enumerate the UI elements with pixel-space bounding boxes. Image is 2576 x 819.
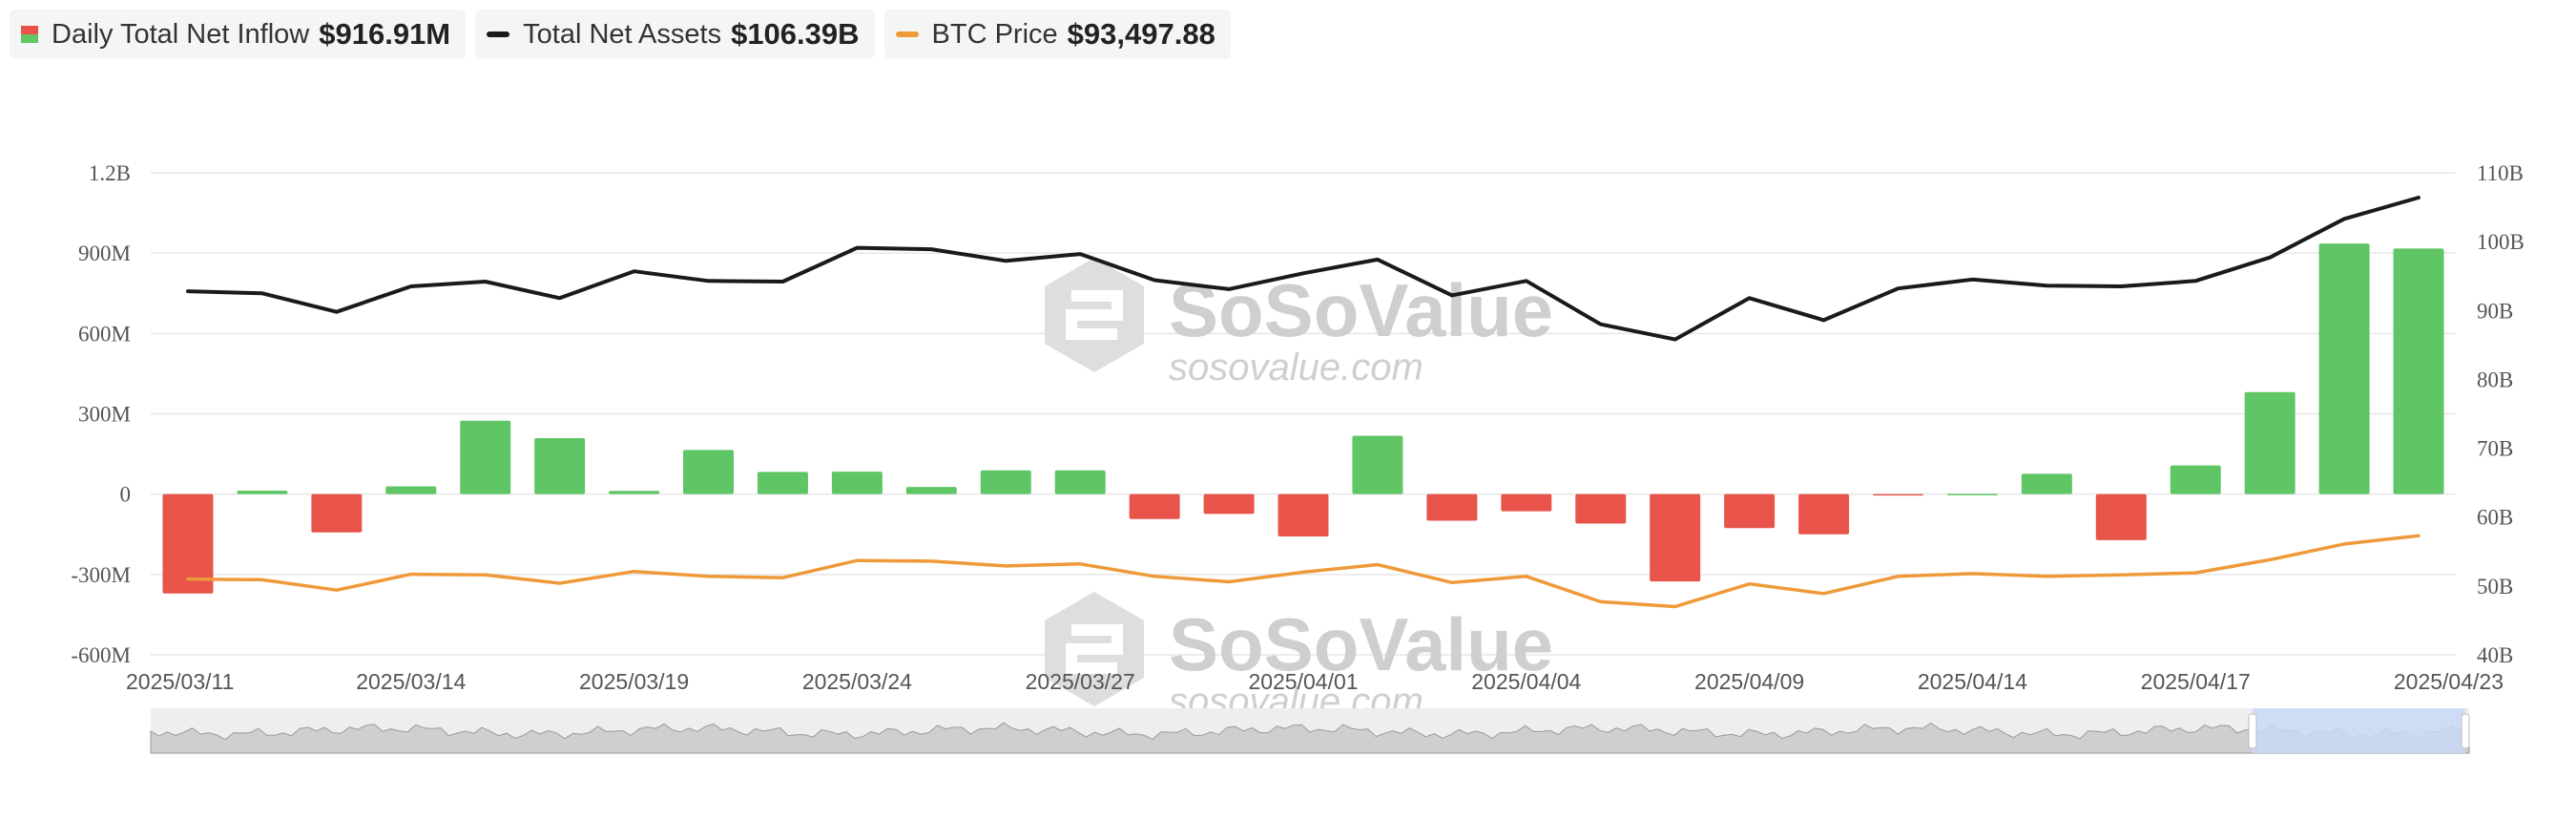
- inflow-bar: [1426, 494, 1478, 521]
- x-tick-label: 2025/04/14: [1918, 669, 2027, 694]
- left-tick-label: 1.2B: [89, 161, 131, 185]
- watermark-brand: SoSoValue: [1169, 602, 1553, 686]
- inflow-bar: [2393, 248, 2444, 494]
- axes: 1.2B 900M 600M 300M 0 -300M -600M 110B 100B 90B 80…: [71, 161, 2524, 694]
- navigator-selection: [2253, 708, 2465, 753]
- inflow-bar: [2244, 391, 2296, 494]
- right-tick-label: 80B: [2477, 368, 2513, 391]
- inflow-bar: [757, 472, 808, 494]
- navigator-handle-right: [2461, 713, 2470, 749]
- legend-item-inflow[interactable]: Daily Total Net Inflow $916.91M: [10, 10, 467, 59]
- legend-value-btc: $93,497.88: [1067, 17, 1215, 51]
- left-tick-label: -300M: [71, 563, 131, 587]
- legend-label-btc: BTC Price: [931, 18, 1058, 50]
- inflow-swatch-icon: [21, 26, 38, 43]
- inflow-bar: [1798, 494, 1850, 535]
- total-net-assets-line: [186, 196, 2420, 342]
- x-tick-label: 2025/04/17: [2141, 669, 2251, 694]
- left-tick-label: 600M: [78, 322, 131, 346]
- inflow-bar: [1352, 435, 1403, 494]
- x-tick-label: 2025/04/01: [1248, 669, 1358, 694]
- right-tick-label: 100B: [2477, 230, 2524, 254]
- inflow-bar: [1129, 494, 1180, 519]
- series-lines: [186, 196, 2420, 609]
- inflow-bar: [1575, 494, 1627, 524]
- range-navigator[interactable]: [150, 708, 2470, 754]
- inflow-bar: [609, 491, 660, 494]
- x-tick-label: 2025/04/09: [1694, 669, 1804, 694]
- inflow-bar: [385, 486, 437, 494]
- right-tick-label: 50B: [2477, 575, 2513, 598]
- inflow-bar: [2170, 465, 2221, 494]
- x-tick-label: 2025/03/14: [356, 669, 466, 694]
- left-tick-label: 300M: [78, 403, 131, 427]
- legend-item-btc[interactable]: BTC Price $93,497.88: [883, 10, 1231, 59]
- assets-line-swatch-icon: [487, 32, 510, 37]
- legend: Daily Total Net Inflow $916.91M Total Ne…: [10, 10, 1231, 59]
- inflow-bar: [2021, 473, 2072, 494]
- inflow-bar: [2095, 494, 2147, 540]
- legend-value-inflow: $916.91M: [319, 17, 451, 51]
- legend-value-assets: $106.39B: [731, 17, 860, 51]
- inflow-bar: [311, 494, 363, 533]
- inflow-bar: [683, 450, 735, 494]
- x-tick-label: 2025/03/27: [1026, 669, 1135, 694]
- inflow-bar: [1724, 494, 1776, 529]
- inflow-bar: [831, 472, 883, 494]
- inflow-bars: [162, 243, 2444, 594]
- watermark-url: sosovalue.com: [1169, 346, 1423, 388]
- x-tick-label: 2025/04/04: [1471, 669, 1581, 694]
- x-tick-label: 2025/03/24: [802, 669, 912, 694]
- watermark-logo-mark: [1066, 624, 1123, 674]
- inflow-bar: [1278, 494, 1329, 536]
- x-tick-label: 2025/03/19: [579, 669, 689, 694]
- inflow-bar: [534, 438, 586, 494]
- inflow-bar: [237, 491, 288, 494]
- inflow-bar: [980, 470, 1031, 494]
- inflow-bar: [2318, 243, 2370, 494]
- legend-label-assets: Total Net Assets: [523, 18, 722, 50]
- inflow-bar: [162, 494, 214, 594]
- inflow-bar: [1872, 494, 1923, 496]
- x-tick-label: 2025/04/23: [2394, 669, 2503, 694]
- legend-item-assets[interactable]: Total Net Assets $106.39B: [475, 10, 875, 59]
- left-tick-label: 900M: [78, 242, 131, 265]
- legend-label-inflow: Daily Total Net Inflow: [52, 18, 310, 50]
- inflow-bar: [1501, 494, 1552, 512]
- grid: [151, 172, 2456, 656]
- watermark-brand: SoSoValue: [1169, 268, 1553, 352]
- right-tick-label: 110B: [2477, 161, 2524, 185]
- right-tick-label: 60B: [2477, 506, 2513, 530]
- inflow-bar: [1054, 470, 1106, 494]
- btc-line-swatch-icon: [895, 32, 919, 37]
- btc-price-line: [186, 534, 2420, 609]
- right-tick-label: 70B: [2477, 437, 2513, 461]
- navigator-handle-left: [2248, 713, 2257, 749]
- inflow-bar: [1203, 494, 1255, 514]
- right-tick-label: 40B: [2477, 643, 2513, 667]
- inflow-bar: [460, 420, 511, 494]
- inflow-bar: [1650, 494, 1701, 582]
- right-tick-label: 90B: [2477, 299, 2513, 323]
- left-tick-label: -600M: [71, 643, 131, 667]
- left-tick-label: 0: [120, 483, 132, 507]
- inflow-bar: [1946, 494, 1998, 495]
- watermark-logo-mark: [1066, 290, 1123, 340]
- navigator-area: [150, 722, 2470, 754]
- inflow-bar: [905, 487, 957, 494]
- x-tick-label: 2025/03/11: [126, 669, 234, 694]
- watermark: SoSoValuesosovalue.comSoSoValuesosovalue…: [1045, 258, 1553, 723]
